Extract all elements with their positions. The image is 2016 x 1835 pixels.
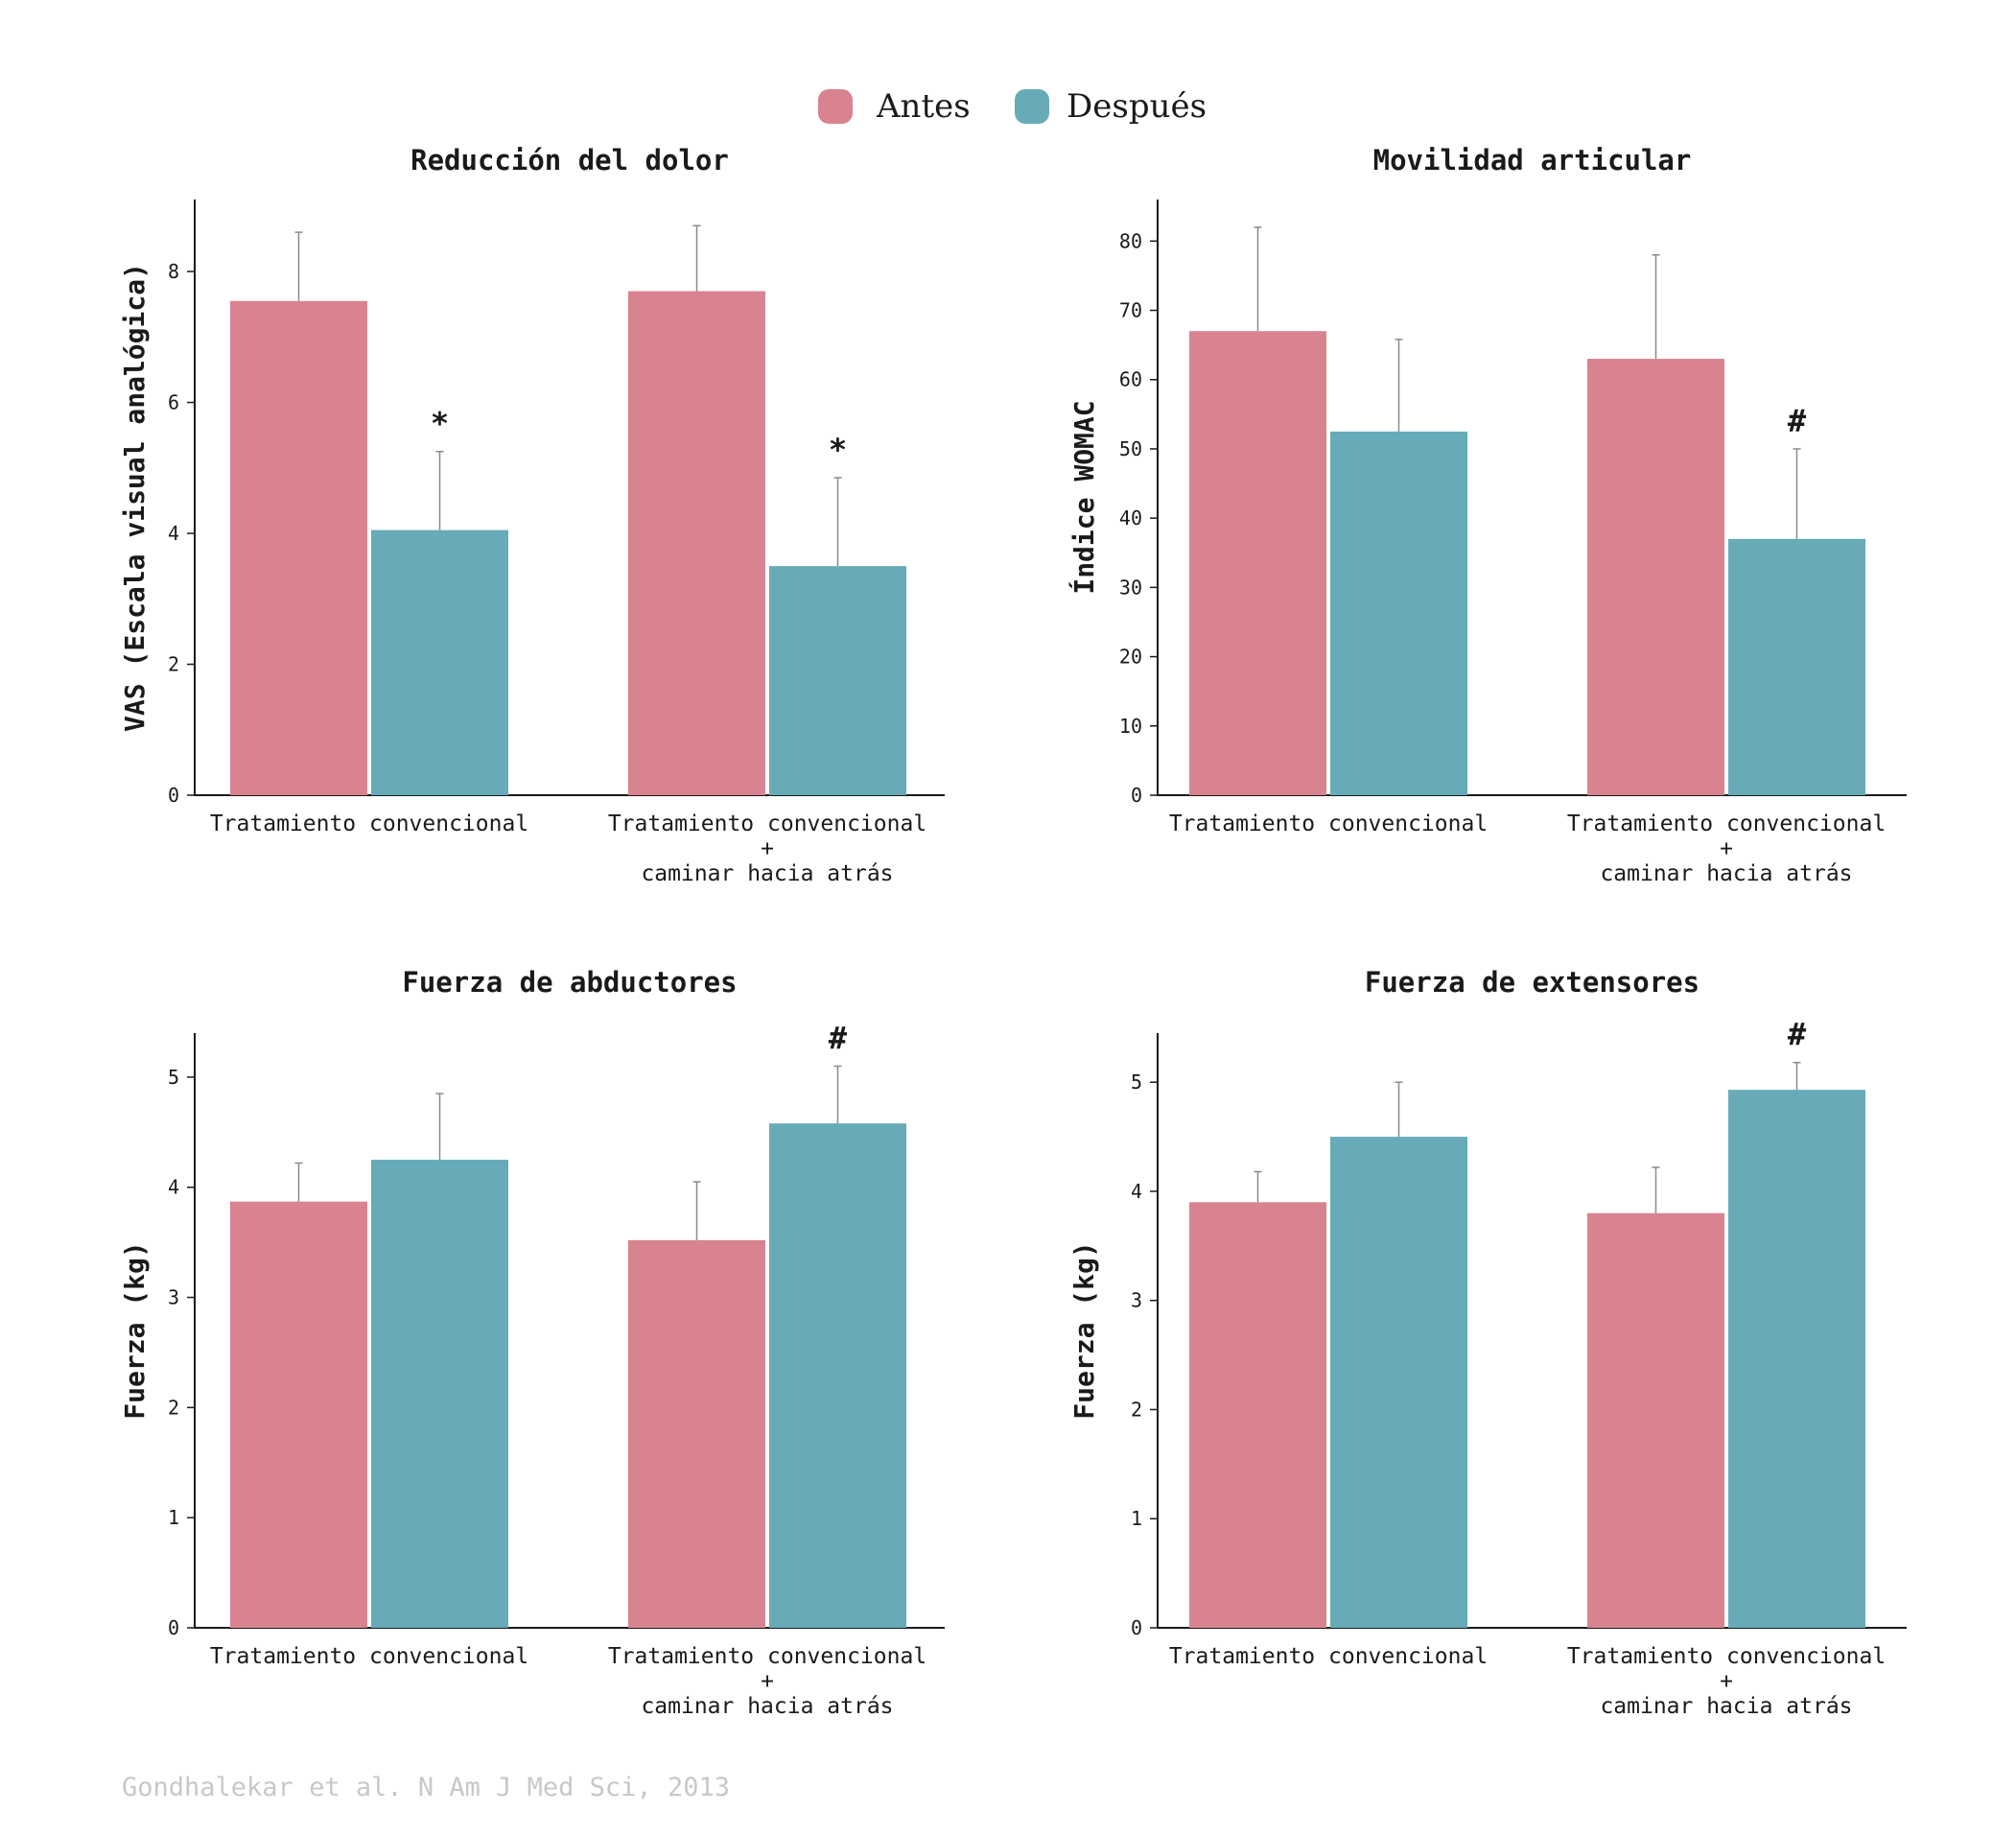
chart-title: Fuerza de extensores [1365, 966, 1700, 999]
y-axis-label: Índice WOMAC [1067, 400, 1100, 594]
category-label: Tratamiento convencional [210, 1644, 528, 1669]
y-axis-label: Fuerza (kg) [119, 1241, 151, 1419]
y-axis-label: VAS (Escala visual analógica) [119, 263, 151, 732]
significance-marker: # [1788, 1017, 1807, 1053]
y-tick-label: 5 [1131, 1070, 1142, 1094]
source-citation: Gondhalekar et al. N Am J Med Sci, 2013 [122, 1773, 730, 1802]
bar-despues-2 [769, 566, 906, 795]
y-tick-label: 0 [168, 784, 179, 807]
y-tick-label: 0 [1131, 1616, 1142, 1639]
category-label: caminar hacia atrás [1600, 1694, 1852, 1719]
y-tick-label: 4 [168, 522, 179, 545]
bar-antes-2 [1587, 359, 1724, 795]
category-label: Tratamiento convencional [1567, 1644, 1886, 1669]
y-tick-label: 1 [1131, 1507, 1142, 1530]
category-label: caminar hacia atrás [641, 1694, 893, 1719]
y-tick-label: 4 [1131, 1180, 1142, 1203]
y-tick-label: 80 [1119, 229, 1142, 252]
y-tick-label: 4 [168, 1176, 179, 1199]
chart-title: Reducción del dolor [410, 144, 729, 176]
category-label: + [761, 1669, 774, 1694]
legend-label-antes: Antes [876, 87, 971, 126]
y-tick-label: 10 [1119, 715, 1142, 738]
y-tick-label: 50 [1119, 437, 1142, 460]
legend-swatch-despues [1015, 89, 1049, 124]
chart-title: Fuerza de abductores [402, 966, 737, 999]
chart-panel-2: Movilidad articular Índice WOMAC 0 10 20 30 40… [1067, 144, 1907, 886]
bar-despues-1 [1330, 431, 1467, 795]
y-tick-label: 3 [1131, 1289, 1142, 1312]
legend-label-despues: Después [1067, 87, 1207, 126]
bar-antes-1 [1189, 1202, 1326, 1628]
chart-panels: Reducción del dolor VAS (Escala visual an… [119, 144, 1907, 1719]
bar-despues-2 [1728, 538, 1865, 795]
bar-antes-2 [628, 291, 765, 795]
bar-despues-2 [769, 1123, 906, 1628]
y-tick-label: 2 [168, 653, 179, 676]
category-label: Tratamiento convencional [1169, 1644, 1488, 1669]
bar-antes-1 [1189, 331, 1326, 795]
significance-marker: # [829, 1020, 848, 1056]
chart-title: Movilidad articular [1373, 144, 1692, 176]
category-label: + [1720, 836, 1733, 861]
category-label: caminar hacia atrás [1600, 861, 1852, 886]
y-tick-label: 0 [1131, 784, 1142, 807]
bar-antes-2 [1587, 1212, 1724, 1628]
chart-panel-1: Reducción del dolor VAS (Escala visual an… [119, 144, 945, 886]
bar-despues-2 [1728, 1090, 1865, 1628]
bar-antes-2 [628, 1239, 765, 1628]
chart-panel-3: Fuerza de abductores Fuerza (kg) 0 1 2 3 4 5 Tra… [119, 966, 945, 1719]
category-label: + [1720, 1669, 1733, 1694]
category-label: Tratamiento convencional [1567, 812, 1886, 836]
y-axis-label: Fuerza (kg) [1068, 1241, 1100, 1419]
y-tick-label: 0 [168, 1616, 179, 1639]
significance-marker: * [829, 432, 847, 468]
y-tick-label: 3 [168, 1286, 179, 1309]
category-label: + [761, 836, 774, 861]
bar-antes-1 [230, 300, 367, 795]
y-tick-label: 6 [168, 391, 179, 414]
y-tick-label: 30 [1119, 576, 1142, 599]
category-label: Tratamiento convencional [210, 812, 528, 836]
y-tick-label: 5 [168, 1066, 179, 1089]
bar-antes-1 [230, 1201, 367, 1628]
significance-marker: # [1788, 403, 1807, 439]
y-tick-label: 8 [168, 260, 179, 283]
y-tick-label: 2 [168, 1396, 179, 1419]
y-tick-label: 1 [168, 1506, 179, 1529]
category-label: Tratamiento convencional [1169, 812, 1488, 836]
chart-panel-4: Fuerza de extensores Fuerza (kg) 0 1 2 3 4 5 Tra… [1068, 966, 1907, 1719]
category-label: Tratamiento convencional [608, 1644, 926, 1669]
category-label: Tratamiento convencional [608, 812, 926, 836]
y-tick-label: 20 [1119, 646, 1142, 669]
bar-despues-1 [1330, 1137, 1467, 1628]
bar-despues-1 [371, 1160, 508, 1628]
legend: Antes Después [818, 87, 1207, 126]
bar-despues-1 [371, 529, 508, 795]
legend-swatch-antes [818, 89, 853, 124]
y-tick-label: 60 [1119, 368, 1142, 391]
significance-marker: * [431, 406, 449, 442]
y-tick-label: 70 [1119, 299, 1142, 322]
y-tick-label: 40 [1119, 506, 1142, 529]
y-tick-label: 2 [1131, 1398, 1142, 1421]
category-label: caminar hacia atrás [641, 861, 893, 886]
